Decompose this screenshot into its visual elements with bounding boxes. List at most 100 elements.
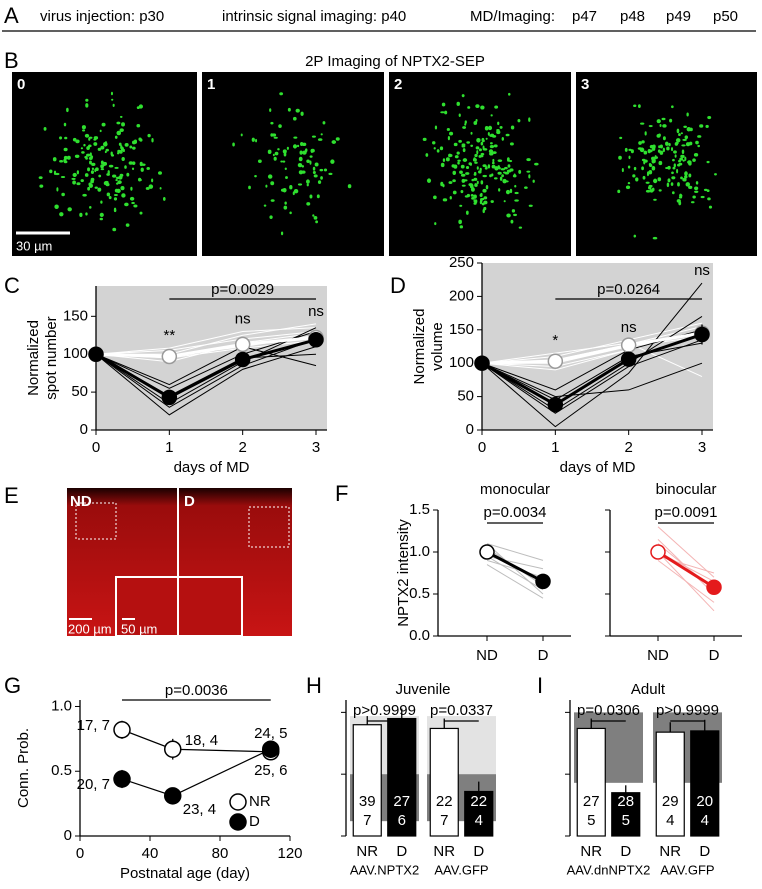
point-label: 25, 6 [254, 762, 287, 779]
spot [483, 196, 488, 200]
spot [653, 178, 658, 184]
spot [112, 174, 117, 178]
spot [465, 172, 470, 175]
spot [671, 191, 675, 195]
mean-point [474, 355, 490, 371]
spot [84, 173, 89, 177]
roi-box [75, 502, 117, 540]
spot [298, 156, 303, 162]
spot [99, 212, 104, 217]
spot [659, 144, 663, 149]
mean-point [164, 787, 182, 805]
mean-line [95, 336, 317, 358]
spot [481, 202, 485, 206]
spot [59, 159, 64, 163]
spot [633, 166, 637, 171]
mean-point [308, 332, 324, 348]
bar [387, 717, 417, 837]
spot [662, 124, 667, 128]
spot [322, 121, 326, 125]
spot [85, 98, 89, 102]
spot [652, 144, 656, 149]
spot [706, 189, 710, 193]
spot [440, 111, 445, 114]
x-tick-label: 2 [624, 439, 632, 456]
chart-title: monocular [480, 481, 550, 498]
spot [632, 174, 636, 178]
spot [316, 194, 320, 199]
spot [232, 142, 235, 147]
spot [497, 171, 502, 175]
spot [494, 105, 499, 109]
spot [100, 168, 105, 171]
spot [87, 167, 91, 172]
spot [678, 200, 682, 206]
spot [461, 145, 466, 148]
spot [643, 150, 648, 155]
spot [82, 129, 86, 132]
spot [139, 161, 143, 167]
spot [465, 165, 470, 170]
spot [499, 125, 503, 129]
image-frame [576, 72, 757, 256]
trace [481, 342, 703, 378]
spot [479, 193, 483, 197]
spot [500, 168, 506, 171]
spot [64, 136, 68, 140]
spot [459, 170, 463, 174]
timeline-event: intrinsic signal imaging: p40 [222, 8, 406, 25]
spot [470, 187, 475, 192]
spot [475, 146, 480, 150]
spot [117, 149, 121, 153]
timeline-event: p48 [620, 8, 645, 25]
spot [481, 197, 485, 201]
spot [458, 139, 462, 143]
spot [504, 166, 508, 170]
y-axis-label: Normalized [25, 320, 42, 396]
spot [320, 176, 323, 180]
spot [682, 159, 685, 162]
spot [67, 207, 72, 212]
spot [104, 150, 107, 154]
spot [112, 227, 117, 232]
y-tick-label: 0 [466, 421, 474, 438]
y-tick-label: 0 [80, 421, 88, 438]
trace [486, 543, 544, 561]
spot [138, 104, 143, 109]
spot [88, 136, 93, 139]
spot [651, 156, 656, 161]
spot [146, 166, 150, 170]
spot [674, 142, 679, 146]
spot [277, 148, 280, 151]
spot [94, 186, 98, 189]
y-axis-label: spot number [43, 316, 60, 399]
significance: ** [163, 327, 175, 344]
spot [518, 169, 522, 174]
spot [510, 219, 514, 224]
spot [95, 167, 99, 172]
spot [476, 166, 479, 170]
spot [101, 122, 106, 127]
spot [641, 140, 645, 144]
mean-line [95, 338, 317, 400]
spot [311, 135, 316, 138]
spot [279, 92, 284, 96]
spot [298, 170, 304, 175]
spot [665, 141, 669, 146]
spot [72, 172, 77, 178]
spot [54, 204, 59, 209]
spot [461, 94, 465, 98]
n-label: 29 [662, 793, 679, 810]
spot [474, 199, 478, 204]
spot [644, 131, 647, 136]
spot [81, 151, 85, 154]
spot [116, 130, 122, 136]
spot [296, 144, 300, 148]
spot [494, 166, 499, 171]
spot [440, 162, 445, 168]
spot [471, 178, 475, 182]
spot [263, 204, 267, 207]
spot [312, 171, 316, 175]
spot [513, 213, 517, 217]
spot [671, 105, 674, 109]
